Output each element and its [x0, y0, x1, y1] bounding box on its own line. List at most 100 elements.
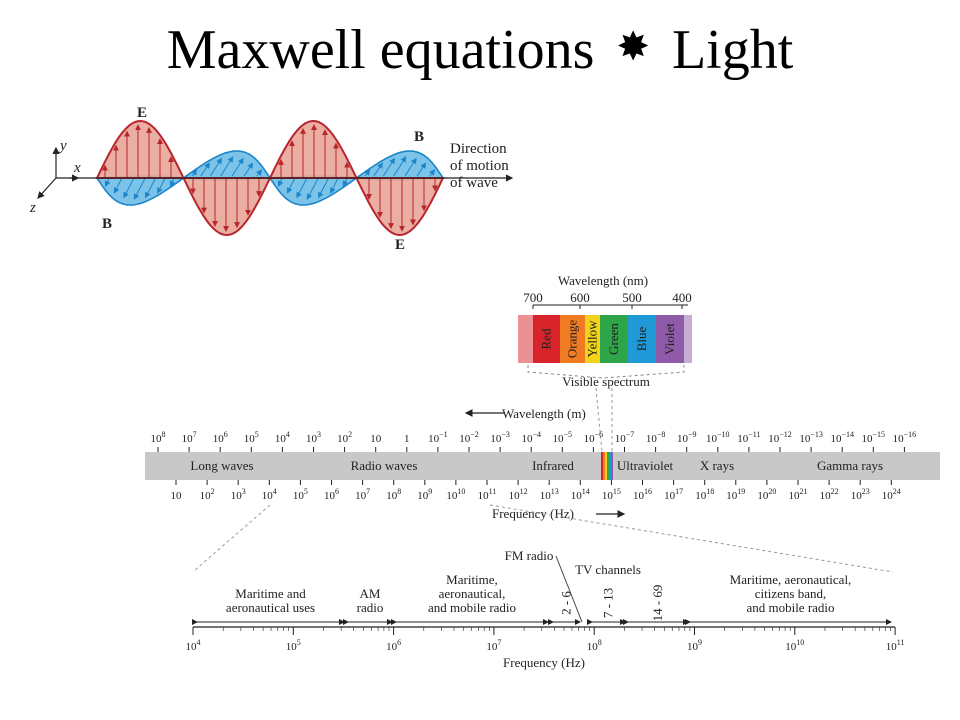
spectrum-visible-sliver: [605, 452, 607, 480]
wavelength-tick-label: 10−15: [862, 430, 886, 445]
b-field-arrow: [145, 175, 158, 199]
visible-band-label: Orange: [565, 320, 580, 358]
wavelength-tick-label: 10−5: [553, 430, 573, 445]
frequency-tick-label: 1017: [664, 487, 683, 502]
b-field-arrow: [393, 156, 407, 177]
spectrum-visible-sliver: [607, 452, 609, 480]
b-field-arrow: [382, 157, 396, 177]
frequency-tick-label: 1023: [851, 487, 870, 502]
wavelength-tick-label: 10−14: [830, 430, 854, 445]
frequency-tick-label: 1016: [633, 487, 652, 502]
wavelength-tick-label: 10−1: [428, 430, 448, 445]
radio-guide-left: [194, 504, 271, 571]
visible-band-orange: [560, 315, 585, 363]
wavelength-tick-label: 10−11: [737, 430, 760, 445]
radio-band-label: and mobile radio: [746, 600, 834, 615]
wavelength-tick-label: 10−9: [677, 430, 697, 445]
direction-label-line: Direction: [450, 141, 507, 157]
b-field-lobe: [95, 175, 186, 206]
visible-axis-title: Wavelength (nm): [558, 273, 648, 288]
visible-band-violet: [656, 315, 684, 363]
fm-pointer: [555, 555, 583, 623]
radio-band-label: Maritime,: [446, 572, 498, 587]
radio-tick-label: 106: [386, 638, 401, 653]
visible-band-blue: [628, 315, 656, 363]
x-axis-label: x: [73, 160, 81, 176]
wavelength-tick-label: 10−13: [799, 430, 823, 445]
visible-fade-left: [518, 315, 533, 363]
frequency-tick-label: 1013: [540, 487, 559, 502]
wavelength-tick-label: 106: [213, 430, 228, 445]
radio-tick-label: 109: [687, 638, 702, 653]
wavelength-tick-label: 10−16: [893, 430, 917, 445]
region-label: X rays: [700, 458, 734, 473]
title-right: Light: [671, 19, 794, 81]
radio-tick-label: 104: [186, 638, 201, 653]
b-field-arrow: [231, 157, 244, 177]
tv-channel-label: 14 - 69: [650, 585, 665, 622]
frequency-tick-label: 1014: [571, 487, 590, 502]
b-label-right: B: [414, 129, 424, 145]
region-label: Long waves: [190, 458, 253, 473]
frequency-tick-label: 1019: [726, 487, 745, 502]
b-field-arrow: [200, 162, 210, 177]
frequency-tick-label: 1021: [789, 487, 808, 502]
wavelength-tick-label: 10−3: [490, 430, 510, 445]
region-label: Ultraviolet: [617, 458, 674, 473]
wavelength-tick-label: 104: [275, 430, 290, 445]
spectrum-visible-sliver: [603, 452, 605, 480]
visible-guide-left: [595, 387, 603, 453]
title-left: Maxwell equations: [166, 19, 595, 81]
wavelength-label: Wavelength (m): [502, 406, 586, 421]
radio-band-label: and mobile radio: [428, 600, 516, 615]
wavelength-tick-label: 103: [306, 430, 321, 445]
b-field-arrow: [191, 169, 198, 177]
frequency-tick-label: 109: [417, 487, 432, 502]
b-field-arrow: [123, 175, 136, 199]
b-field-arrow: [404, 157, 417, 177]
visible-band-label: Red: [539, 328, 554, 349]
wavelength-tick-label: 10−6: [584, 430, 604, 445]
frequency-label: Frequency (Hz): [492, 506, 574, 521]
visible-caption: Visible spectrum: [562, 374, 650, 389]
frequency-tick-label: 1024: [882, 487, 901, 502]
slide-title: Maxwell equations ✸ Light: [0, 18, 960, 82]
frequency-tick-label: 1022: [820, 487, 839, 502]
b-label-left: B: [102, 216, 112, 232]
radio-tick-label: 105: [286, 638, 301, 653]
wavelength-tick-label: 102: [337, 430, 352, 445]
frequency-tick-label: 103: [231, 487, 246, 502]
frequency-tick-label: 102: [200, 487, 215, 502]
b-field-arrow: [373, 162, 383, 177]
visible-tick-label: 600: [570, 290, 590, 305]
b-field-arrow: [256, 169, 263, 177]
radio-tick-label: 107: [486, 638, 501, 653]
z-axis: [37, 177, 57, 199]
radio-band-label: Maritime and: [235, 586, 306, 601]
wavelength-tick-label: 10−2: [459, 430, 479, 445]
radio-band-label: citizens band,: [755, 586, 826, 601]
spectrum-bar: [145, 452, 940, 480]
frequency-tick-label: 10: [171, 490, 183, 502]
spectrum-visible-sliver: [609, 452, 611, 480]
frequency-tick-label: 108: [386, 487, 401, 502]
frequency-tick-label: 104: [262, 487, 277, 502]
frequency-tick-label: 105: [293, 487, 308, 502]
radio-band-label: Maritime, aeronautical,: [730, 572, 852, 587]
b-field-arrow: [296, 175, 309, 199]
tv-channels-label: TV channels: [575, 562, 641, 577]
b-field-lobe: [268, 175, 359, 206]
visible-band-yellow: [585, 315, 600, 363]
frequency-tick-label: 1012: [509, 487, 528, 502]
b-field-arrow: [416, 162, 427, 177]
radio-band-label: aeronautical,: [439, 586, 506, 601]
spectrum-visible-sliver: [611, 452, 613, 480]
radio-band-label: AM: [360, 586, 381, 601]
radio-band-label: aeronautical uses: [226, 600, 315, 615]
frequency-tick-label: 1018: [695, 487, 714, 502]
visible-band-label: Violet: [662, 323, 677, 355]
y-axis-label: y: [58, 138, 67, 154]
frequency-tick-label: 106: [324, 487, 339, 502]
radio-tick-label: 108: [587, 638, 602, 653]
